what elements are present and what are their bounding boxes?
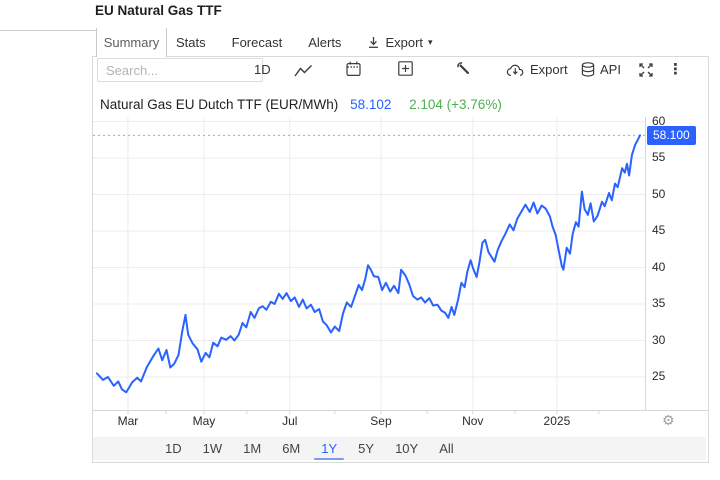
x-axis-label: 2025 — [543, 414, 571, 428]
tab-export-label: Export — [385, 34, 424, 50]
y-axis-label: 30 — [652, 332, 666, 347]
tab-alerts[interactable]: Alerts — [302, 35, 347, 50]
last-price-badge: 58.100 — [647, 126, 696, 145]
y-axis-label: 60 — [652, 113, 666, 128]
gear-icon[interactable]: ⚙ — [662, 412, 675, 428]
range-1y[interactable]: 1Y — [314, 441, 345, 460]
tab-alerts-label: Alerts — [308, 34, 342, 50]
x-axis-label: May — [192, 414, 216, 428]
y-axis-label: 35 — [652, 296, 666, 310]
price-chart[interactable] — [93, 117, 645, 414]
y-axis-label: 40 — [652, 259, 666, 274]
api-button[interactable]: API — [581, 62, 621, 77]
quote-price: 58.102 — [350, 97, 392, 112]
kebab-menu-icon[interactable]: ⋮ — [668, 61, 683, 78]
export-label: Export — [530, 62, 568, 77]
download-icon — [367, 36, 380, 49]
export-button[interactable]: Export — [506, 62, 568, 77]
range-1w[interactable]: 1W — [202, 441, 223, 456]
range-selector-bar: 1D 1W 1M 6M 1Y 5Y 10Y All — [93, 437, 706, 460]
api-label: API — [600, 62, 621, 77]
y-axis-label: 25 — [652, 369, 666, 383]
fullscreen-icon[interactable] — [638, 62, 654, 78]
tab-forecast-label: Forecast — [231, 34, 283, 50]
interval-button[interactable]: 1D — [254, 62, 271, 77]
tab-summary-label: Summary — [103, 35, 160, 50]
quote-header: Natural Gas EU Dutch TTF (EUR/MWh) 58.10… — [100, 97, 502, 112]
tab-stats-label: Stats — [176, 34, 206, 50]
tab-forecast[interactable]: Forecast — [226, 35, 289, 50]
range-6m[interactable]: 6M — [282, 441, 301, 456]
x-axis-label: Mar — [117, 414, 139, 428]
tab-export[interactable]: Export ▾ — [361, 35, 438, 50]
search-input[interactable] — [97, 58, 263, 82]
y-axis-label: 50 — [652, 186, 666, 201]
interval-label: 1D — [254, 62, 271, 77]
y-axis-label: 45 — [652, 223, 666, 237]
price-line-series — [96, 134, 641, 394]
quote-change: 2.104 (+3.76%) — [409, 97, 502, 112]
x-axis-line — [93, 410, 708, 411]
cloud-export-icon — [506, 63, 525, 77]
plus-square-icon[interactable] — [398, 61, 413, 76]
x-axis-label: Jul — [282, 414, 298, 428]
y-axis-line — [645, 117, 646, 410]
wrench-icon[interactable] — [456, 61, 471, 76]
range-5y[interactable]: 5Y — [358, 441, 375, 456]
chevron-down-icon: ▾ — [428, 36, 433, 47]
x-axis-label: Sep — [370, 414, 392, 428]
calendar-icon[interactable] — [346, 61, 361, 77]
range-1d[interactable]: 1D — [165, 441, 182, 456]
range-1m[interactable]: 1M — [243, 441, 262, 456]
line-chart-icon[interactable] — [294, 64, 313, 78]
instrument-name: Natural Gas EU Dutch TTF (EUR/MWh) — [100, 97, 339, 112]
tab-summary[interactable]: Summary — [96, 28, 167, 57]
tab-stats[interactable]: Stats — [170, 35, 212, 50]
tab-bar: Stats Forecast Alerts Export ▾ — [170, 28, 439, 56]
range-10y[interactable]: 10Y — [395, 441, 419, 456]
x-axis-label: Nov — [462, 414, 484, 428]
header-divider — [0, 30, 96, 31]
range-all[interactable]: All — [439, 441, 454, 456]
y-axis-label: 55 — [652, 150, 666, 164]
page-title: EU Natural Gas TTF — [95, 3, 222, 18]
widget-panel — [92, 56, 709, 463]
database-icon — [581, 62, 595, 77]
